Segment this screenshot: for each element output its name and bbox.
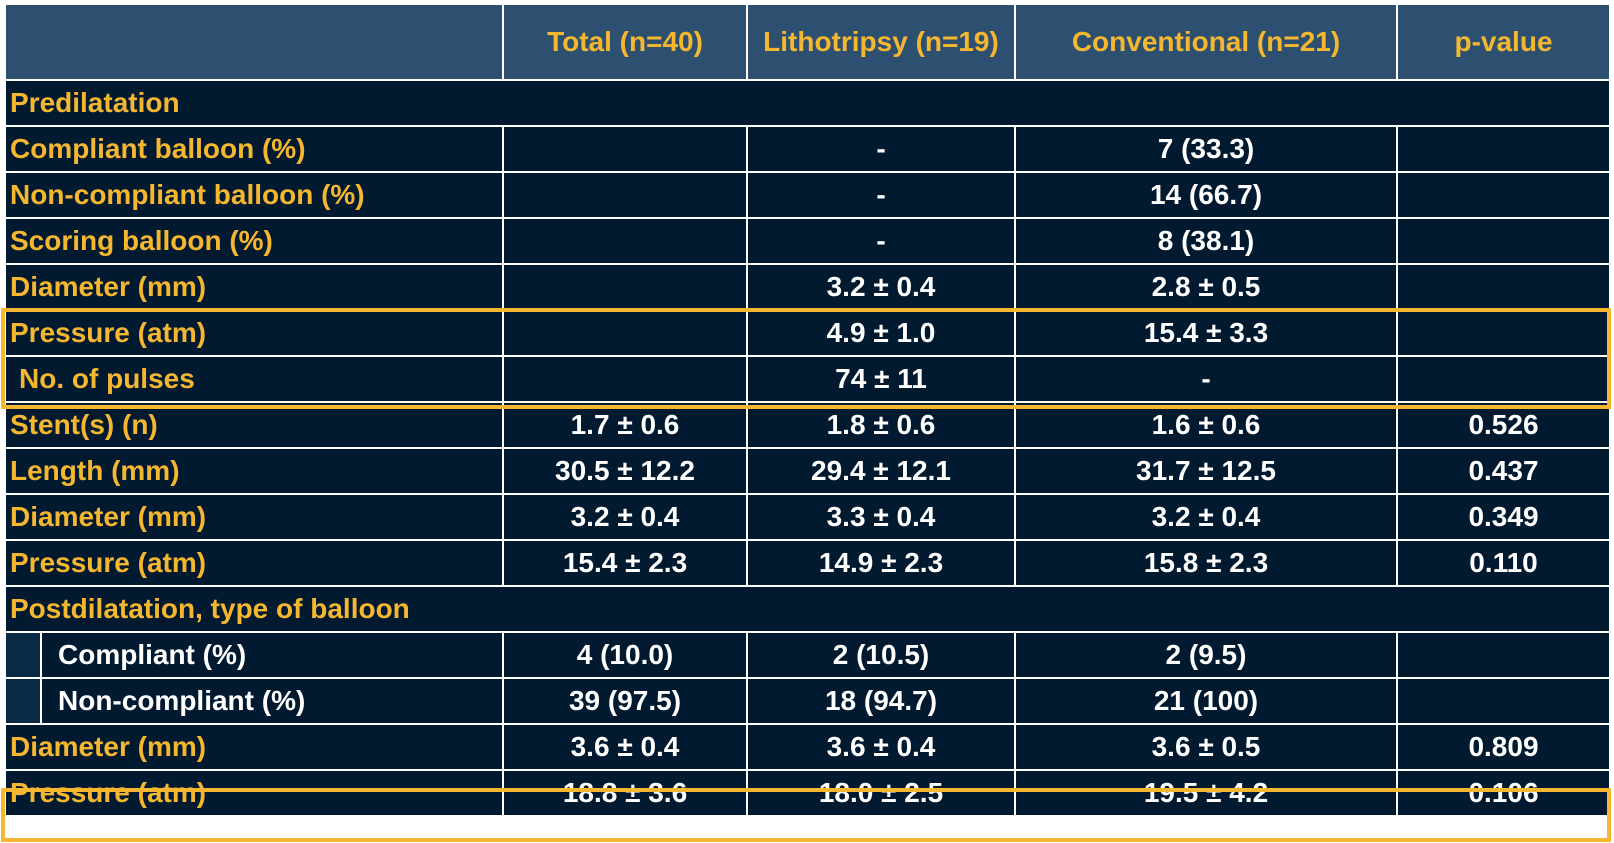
row-label: Pressure (atm): [4, 309, 504, 357]
indent-stub: [7, 680, 42, 722]
row-label: Pressure (atm): [4, 769, 504, 817]
cell-lithotripsy: 14.9 ± 2.3: [746, 539, 1016, 587]
table-row: Compliant balloon (%) -7 (33.3): [4, 125, 1611, 173]
cell-p-value: [1396, 263, 1611, 311]
cell-p-value: [1396, 355, 1611, 403]
cell-total: 18.8 ± 3.6: [502, 769, 748, 817]
cell-lithotripsy: -: [746, 171, 1016, 219]
cell-lithotripsy: 18 (94.7): [746, 677, 1016, 725]
cell-conventional: 8 (38.1): [1014, 217, 1398, 265]
cell-conventional: 2.8 ± 0.5: [1014, 263, 1398, 311]
row-label: Non-compliant (%): [58, 685, 306, 716]
section-header: Postdilatation, type of balloon: [4, 585, 1611, 633]
header-row: Total (n=40) Lithotripsy (n=19) Conventi…: [4, 3, 1611, 81]
row-label: Compliant (%): [58, 639, 247, 670]
cell-p-value: [1396, 677, 1611, 725]
cell-conventional: 7 (33.3): [1014, 125, 1398, 173]
cell-p-value: [1396, 125, 1611, 173]
table-row: Diameter (mm) 3.2 ± 0.4 2.8 ± 0.5: [4, 263, 1611, 311]
cell-total: 30.5 ± 12.2: [502, 447, 748, 495]
cell-lithotripsy: -: [746, 217, 1016, 265]
cell-conventional: 19.5 ± 4.2: [1014, 769, 1398, 817]
cell-conventional: 1.6 ± 0.6: [1014, 401, 1398, 449]
table-row: Length (mm) 30.5 ± 12.2 29.4 ± 12.1 31.7 ± …: [4, 447, 1611, 495]
cell-p-value: [1396, 217, 1611, 265]
cell-lithotripsy: 3.6 ± 0.4: [746, 723, 1016, 771]
row-label: Pressure (atm): [4, 539, 504, 587]
cell-lithotripsy: 3.2 ± 0.4: [746, 263, 1016, 311]
cell-lithotripsy: 74 ± 11: [746, 355, 1016, 403]
cell-p-value: 0.437: [1396, 447, 1611, 495]
cell-conventional: 14 (66.7): [1014, 171, 1398, 219]
cell-p-value: 0.110: [1396, 539, 1611, 587]
cell-total: 3.6 ± 0.4: [502, 723, 748, 771]
cell-total: [502, 125, 748, 173]
cell-conventional: 21 (100): [1014, 677, 1398, 725]
cell-total: 39 (97.5): [502, 677, 748, 725]
cell-total: 4 (10.0): [502, 631, 748, 679]
cell-conventional: 3.2 ± 0.4: [1014, 493, 1398, 541]
cell-p-value: 0.106: [1396, 769, 1611, 817]
header-cell-conventional: Conventional (n=21): [1014, 3, 1398, 81]
cell-conventional: 15.8 ± 2.3: [1014, 539, 1398, 587]
header-cell-label: [4, 3, 504, 81]
header-cell-lithotripsy: Lithotripsy (n=19): [746, 3, 1016, 81]
cell-total: [502, 217, 748, 265]
cell-conventional: 15.4 ± 3.3: [1014, 309, 1398, 357]
section-header: Predilatation: [4, 79, 1611, 127]
indent-stub: [7, 634, 42, 676]
table-row: Scoring balloon (%) -8 (38.1): [4, 217, 1611, 265]
cell-p-value: 0.349: [1396, 493, 1611, 541]
cell-lithotripsy: 2 (10.5): [746, 631, 1016, 679]
cell-lithotripsy: 29.4 ± 12.1: [746, 447, 1016, 495]
cell-lithotripsy: 1.8 ± 0.6: [746, 401, 1016, 449]
cell-conventional: 2 (9.5): [1014, 631, 1398, 679]
cell-lithotripsy: -: [746, 125, 1016, 173]
cell-total: [502, 309, 748, 357]
cell-lithotripsy: 4.9 ± 1.0: [746, 309, 1016, 357]
header-cell-p-value: p-value: [1396, 3, 1611, 81]
table-row: Pressure (atm) 15.4 ± 2.3 14.9 ± 2.3 15.8 ±…: [4, 539, 1611, 587]
row-label: Diameter (mm): [4, 263, 504, 311]
table-row: No. of pulses 74 ± 11-: [4, 355, 1611, 403]
row-label: Compliant balloon (%): [4, 125, 504, 173]
row-label: Diameter (mm): [4, 723, 504, 771]
cell-p-value: 0.809: [1396, 723, 1611, 771]
cell-lithotripsy: 3.3 ± 0.4: [746, 493, 1016, 541]
cell-p-value: 0.526: [1396, 401, 1611, 449]
row-label: Length (mm): [4, 447, 504, 495]
cell-total: [502, 263, 748, 311]
cell-p-value: [1396, 631, 1611, 679]
row-label-cell: Non-compliant (%): [4, 677, 504, 725]
row-label: No. of pulses: [4, 355, 504, 403]
section-row: Postdilatation, type of balloon: [4, 585, 1611, 633]
cell-conventional: 3.6 ± 0.5: [1014, 723, 1398, 771]
table-row: Diameter (mm) 3.2 ± 0.4 3.3 ± 0.4 3.2 ± 0.4…: [4, 493, 1611, 541]
table-row: Pressure (atm) 18.8 ± 3.6 18.0 ± 2.5 19.5 ±…: [4, 769, 1611, 817]
row-label: Non-compliant balloon (%): [4, 171, 504, 219]
row-label: Scoring balloon (%): [4, 217, 504, 265]
cell-total: [502, 355, 748, 403]
cell-total: 1.7 ± 0.6: [502, 401, 748, 449]
cell-p-value: [1396, 171, 1611, 219]
table-row: Diameter (mm) 3.6 ± 0.4 3.6 ± 0.4 3.6 ± 0.5…: [4, 723, 1611, 771]
cell-total: [502, 171, 748, 219]
row-label: Stent(s) (n): [4, 401, 504, 449]
cell-conventional: 31.7 ± 12.5: [1014, 447, 1398, 495]
results-table: Total (n=40) Lithotripsy (n=19) Conventi…: [4, 3, 1611, 817]
row-label-cell: Compliant (%): [4, 631, 504, 679]
table-row: Pressure (atm) 4.9 ± 1.0 15.4 ± 3.3: [4, 309, 1611, 357]
table-row: Non-compliant (%) 39 (97.5) 18 (94.7) 21 (1…: [4, 677, 1611, 725]
section-row: Predilatation: [4, 79, 1611, 127]
table-row: Compliant (%) 4 (10.0) 2 (10.5) 2 (9.5): [4, 631, 1611, 679]
table-row: Stent(s) (n) 1.7 ± 0.6 1.8 ± 0.6 1.6 ± 0.6 0…: [4, 401, 1611, 449]
cell-lithotripsy: 18.0 ± 2.5: [746, 769, 1016, 817]
cell-p-value: [1396, 309, 1611, 357]
cell-conventional: -: [1014, 355, 1398, 403]
cell-total: 15.4 ± 2.3: [502, 539, 748, 587]
row-label: Diameter (mm): [4, 493, 504, 541]
table-row: Non-compliant balloon (%) -14 (66.7): [4, 171, 1611, 219]
header-cell-total: Total (n=40): [502, 3, 748, 81]
cell-total: 3.2 ± 0.4: [502, 493, 748, 541]
